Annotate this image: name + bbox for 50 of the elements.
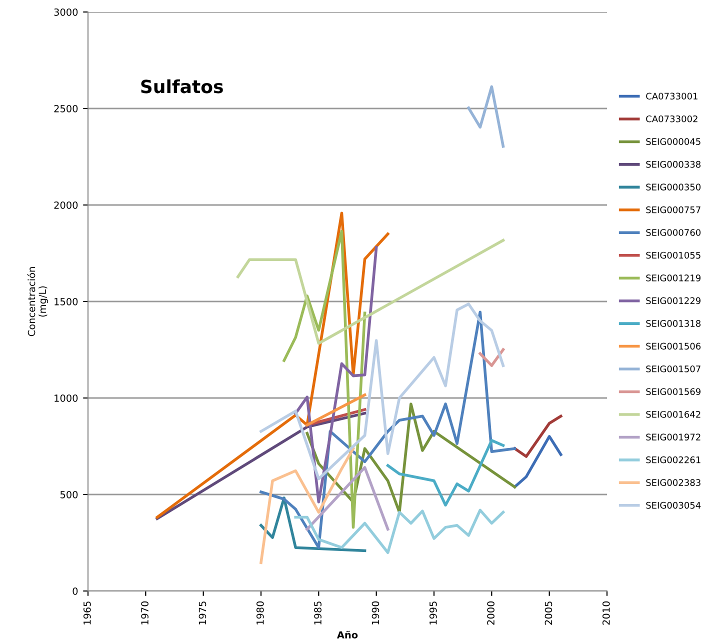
x-tick-label: 2000 — [487, 601, 494, 625]
legend-label: SEIG001569 — [646, 388, 701, 396]
y-tick-label: 500 — [60, 490, 78, 498]
legend-label: SEIG001229 — [646, 297, 701, 304]
y-tick-label: 1000 — [54, 394, 78, 402]
line-series — [260, 447, 355, 564]
x-tick-label: 1970 — [141, 601, 148, 624]
y-axis-title: Concentración (mg/L) — [27, 267, 48, 336]
legend-label: SEIG000350 — [646, 184, 701, 190]
x-tick-label: 1980 — [256, 601, 264, 624]
y-tick-label: 0 — [72, 587, 78, 595]
line-series — [260, 302, 505, 480]
line-series — [294, 508, 505, 554]
legend-label: CA0733001 — [646, 92, 698, 100]
line-series — [294, 246, 378, 504]
line-series — [236, 238, 505, 345]
line-series — [282, 230, 366, 529]
line-series — [260, 496, 366, 552]
legend-label: SEIG003054 — [646, 502, 701, 509]
line-series — [513, 435, 562, 488]
line-series — [386, 439, 505, 507]
x-tick-label: 1995 — [429, 602, 437, 624]
legend-label: SEIG000338 — [646, 160, 701, 168]
legend-label: SEIG001972 — [646, 434, 700, 440]
legend-label: SEIG001055 — [646, 252, 700, 259]
legend-label: SEIG002261 — [646, 456, 700, 464]
legend-label: SEIG001506 — [646, 342, 701, 350]
line-series — [467, 85, 505, 148]
legend-label: SEIG001318 — [646, 320, 701, 327]
legend-label: SEIG000760 — [646, 229, 701, 236]
x-tick-label: 1975 — [198, 602, 206, 624]
legend-label: SEIG001642 — [646, 410, 700, 418]
legend-label: SEIG000757 — [646, 206, 700, 214]
x-tick-label: 2005 — [544, 602, 552, 625]
legend-label: SEIG002383 — [646, 479, 700, 486]
legend-label: CA0733002 — [646, 115, 698, 122]
x-tick-label: 2010 — [602, 601, 610, 625]
y-tick-label: 3000 — [54, 8, 78, 16]
x-tick-label: 1990 — [372, 601, 380, 624]
x-tick-label: 1965 — [83, 602, 91, 624]
y-tick-label: 1500 — [54, 298, 78, 306]
x-tick-label: 1985 — [314, 602, 322, 624]
line-series — [513, 414, 562, 458]
x-axis-title: Año — [336, 630, 358, 639]
legend-label: SEIG001219 — [646, 274, 701, 282]
legend-label: SEIG000045 — [646, 138, 700, 146]
y-tick-label: 2500 — [54, 104, 78, 112]
legend-label: SEIG001507 — [646, 365, 700, 372]
y-tick-label: 2000 — [54, 201, 78, 209]
text: Sulfatos — [141, 79, 223, 94]
